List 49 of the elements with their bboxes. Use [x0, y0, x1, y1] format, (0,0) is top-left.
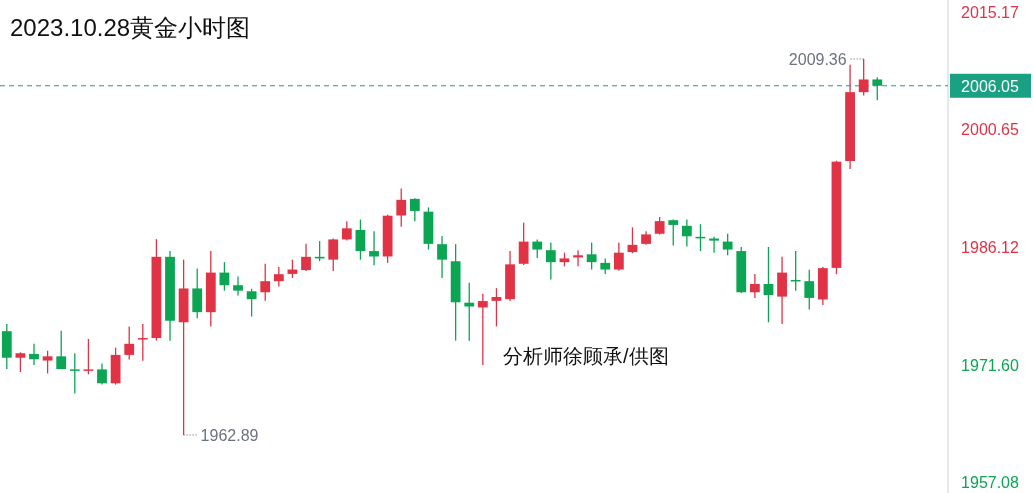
candlestick: [681, 218, 692, 248]
candlestick: [532, 238, 543, 259]
candlestick: [97, 362, 107, 386]
candlestick: [668, 218, 679, 247]
candlestick: [749, 273, 760, 299]
y-tick-label: 1971.60: [961, 356, 1020, 374]
candlestick: [273, 266, 284, 288]
candlestick: [709, 236, 719, 254]
candlestick: [42, 350, 53, 375]
annotation: 1962.89: [200, 426, 259, 444]
candlestick: [613, 241, 624, 272]
candlestick: [722, 233, 733, 256]
y-tick-label: 2015.17: [961, 3, 1020, 21]
candlestick: [192, 267, 203, 319]
y-tick-label: 2000.65: [961, 121, 1020, 139]
annotation: 2009.36: [788, 50, 847, 68]
candlestick: [545, 241, 556, 281]
candlestick: [15, 351, 26, 373]
candlestick: [573, 249, 583, 267]
candlestick: [29, 343, 39, 366]
annotation: 分析师徐顾承/供图: [503, 345, 669, 367]
candlestick: [491, 287, 502, 328]
candlestick: [137, 323, 148, 362]
candlestick: [355, 218, 366, 261]
candlestick: [437, 235, 447, 279]
candlestick: [341, 220, 352, 242]
candlestick: [396, 187, 407, 228]
candlestick: [233, 275, 243, 297]
candlestick: [586, 241, 597, 271]
candlestick: [328, 237, 339, 272]
candlestick: [69, 352, 80, 395]
candlestick: [56, 330, 67, 370]
candlestick: [301, 243, 311, 272]
candlestick: [409, 197, 420, 222]
candlestick: [858, 58, 869, 97]
candlestick: [477, 293, 488, 366]
ref-line-label: 2006.05: [961, 77, 1020, 95]
candlestick: [369, 230, 379, 266]
y-tick-label: 1957.08: [961, 474, 1020, 491]
candlestick: [763, 246, 774, 323]
candlestick: [260, 263, 271, 302]
candlestick: [83, 338, 94, 376]
candlestick: [804, 269, 815, 311]
y-tick-label: 1986.12: [961, 239, 1020, 257]
candlestick: [246, 288, 257, 318]
candlestick: [872, 76, 883, 101]
candlestick: [518, 222, 529, 266]
text: 2023.10.28黄金小时图: [10, 14, 251, 41]
candlestick: [124, 325, 135, 361]
